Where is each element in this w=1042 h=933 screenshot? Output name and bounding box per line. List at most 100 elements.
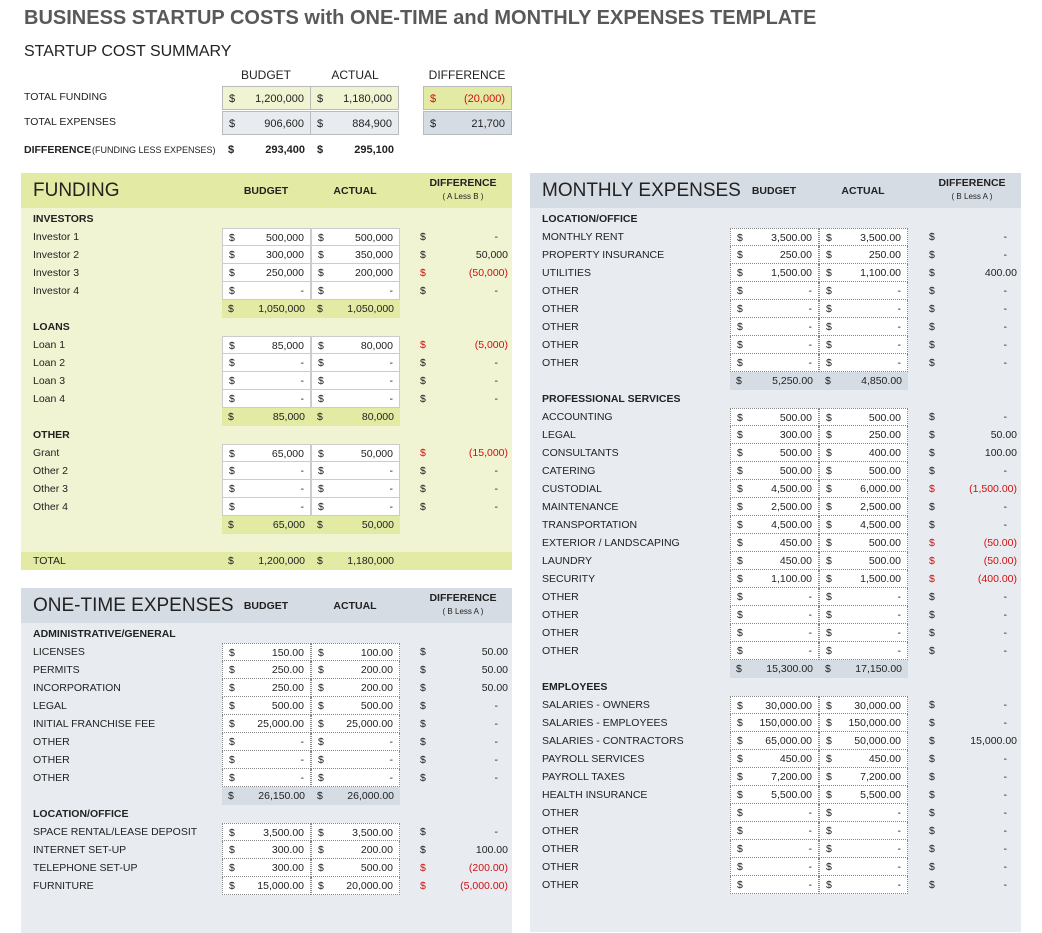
- actual-cell[interactable]: $1,100.00: [819, 264, 908, 282]
- budget-cell[interactable]: $7,200.00: [730, 768, 819, 786]
- budget-cell[interactable]: $250,000: [222, 264, 311, 282]
- budget-cell[interactable]: $250.00: [222, 679, 311, 697]
- budget-cell[interactable]: $300.00: [222, 841, 311, 859]
- actual-cell[interactable]: $ -: [819, 804, 908, 822]
- actual-cell[interactable]: $ -: [819, 282, 908, 300]
- budget-cell[interactable]: $250.00: [730, 246, 819, 264]
- summary-budget-cell[interactable]: $1,200,000: [222, 86, 311, 110]
- budget-cell[interactable]: $ -: [730, 336, 819, 354]
- actual-cell[interactable]: $500.00: [819, 552, 908, 570]
- budget-cell[interactable]: $ -: [222, 733, 311, 751]
- actual-cell[interactable]: $500.00: [819, 534, 908, 552]
- actual-cell[interactable]: $450.00: [819, 750, 908, 768]
- actual-cell[interactable]: $200.00: [311, 661, 400, 679]
- budget-cell[interactable]: $1,500.00: [730, 264, 819, 282]
- actual-cell[interactable]: $500.00: [819, 462, 908, 480]
- actual-cell[interactable]: $ -: [311, 390, 400, 408]
- budget-cell[interactable]: $ -: [730, 354, 819, 372]
- budget-cell[interactable]: $15,000.00: [222, 877, 311, 895]
- budget-cell[interactable]: $ -: [730, 858, 819, 876]
- actual-cell[interactable]: $ -: [819, 624, 908, 642]
- budget-cell[interactable]: $500.00: [730, 408, 819, 426]
- budget-cell[interactable]: $500.00: [730, 444, 819, 462]
- actual-cell[interactable]: $3,500.00: [819, 228, 908, 246]
- budget-cell[interactable]: $500.00: [222, 697, 311, 715]
- actual-cell[interactable]: $350,000: [311, 246, 400, 264]
- budget-cell[interactable]: $ -: [730, 282, 819, 300]
- actual-cell[interactable]: $250.00: [819, 426, 908, 444]
- budget-cell[interactable]: $65,000.00: [730, 732, 819, 750]
- summary-budget-cell[interactable]: $906,600: [222, 111, 311, 135]
- budget-cell[interactable]: $ -: [730, 876, 819, 894]
- actual-cell[interactable]: $100.00: [311, 643, 400, 661]
- actual-cell[interactable]: $ -: [819, 858, 908, 876]
- summary-actual-cell[interactable]: $884,900: [310, 111, 399, 135]
- actual-cell[interactable]: $200,000: [311, 264, 400, 282]
- actual-cell[interactable]: $ -: [311, 282, 400, 300]
- actual-cell[interactable]: $80,000: [311, 336, 400, 354]
- actual-cell[interactable]: $ -: [311, 372, 400, 390]
- budget-cell[interactable]: $ -: [222, 769, 311, 787]
- budget-cell[interactable]: $450.00: [730, 750, 819, 768]
- budget-cell[interactable]: $ -: [222, 282, 311, 300]
- actual-cell[interactable]: $ -: [819, 318, 908, 336]
- actual-cell[interactable]: $6,000.00: [819, 480, 908, 498]
- budget-cell[interactable]: $ -: [730, 300, 819, 318]
- actual-cell[interactable]: $150,000.00: [819, 714, 908, 732]
- budget-cell[interactable]: $ -: [730, 822, 819, 840]
- budget-cell[interactable]: $ -: [222, 372, 311, 390]
- actual-cell[interactable]: $ -: [819, 336, 908, 354]
- actual-cell[interactable]: $1,500.00: [819, 570, 908, 588]
- actual-cell[interactable]: $3,500.00: [311, 823, 400, 841]
- actual-cell[interactable]: $ -: [311, 733, 400, 751]
- actual-cell[interactable]: $500.00: [819, 408, 908, 426]
- budget-cell[interactable]: $300.00: [730, 426, 819, 444]
- actual-cell[interactable]: $5,500.00: [819, 786, 908, 804]
- actual-cell[interactable]: $200.00: [311, 679, 400, 697]
- actual-cell[interactable]: $ -: [311, 769, 400, 787]
- actual-cell[interactable]: $ -: [819, 354, 908, 372]
- actual-cell[interactable]: $ -: [311, 751, 400, 769]
- actual-cell[interactable]: $250.00: [819, 246, 908, 264]
- actual-cell[interactable]: $500.00: [311, 859, 400, 877]
- actual-cell[interactable]: $500,000: [311, 228, 400, 246]
- actual-cell[interactable]: $ -: [311, 480, 400, 498]
- budget-cell[interactable]: $3,500.00: [222, 823, 311, 841]
- budget-cell[interactable]: $3,500.00: [730, 228, 819, 246]
- budget-cell[interactable]: $ -: [222, 480, 311, 498]
- actual-cell[interactable]: $50,000: [311, 444, 400, 462]
- actual-cell[interactable]: $ -: [311, 354, 400, 372]
- actual-cell[interactable]: $50,000.00: [819, 732, 908, 750]
- budget-cell[interactable]: $4,500.00: [730, 516, 819, 534]
- budget-cell[interactable]: $65,000: [222, 444, 311, 462]
- actual-cell[interactable]: $ -: [819, 642, 908, 660]
- actual-cell[interactable]: $ -: [819, 822, 908, 840]
- actual-cell[interactable]: $30,000.00: [819, 696, 908, 714]
- budget-cell[interactable]: $150.00: [222, 643, 311, 661]
- summary-actual-cell[interactable]: $1,180,000: [310, 86, 399, 110]
- budget-cell[interactable]: $300,000: [222, 246, 311, 264]
- budget-cell[interactable]: $ -: [730, 588, 819, 606]
- budget-cell[interactable]: $450.00: [730, 534, 819, 552]
- budget-cell[interactable]: $ -: [730, 606, 819, 624]
- budget-cell[interactable]: $85,000: [222, 336, 311, 354]
- budget-cell[interactable]: $300.00: [222, 859, 311, 877]
- actual-cell[interactable]: $ -: [819, 840, 908, 858]
- budget-cell[interactable]: $25,000.00: [222, 715, 311, 733]
- budget-cell[interactable]: $500,000: [222, 228, 311, 246]
- budget-cell[interactable]: $ -: [730, 642, 819, 660]
- budget-cell[interactable]: $ -: [222, 354, 311, 372]
- budget-cell[interactable]: $250.00: [222, 661, 311, 679]
- actual-cell[interactable]: $20,000.00: [311, 877, 400, 895]
- actual-cell[interactable]: $4,500.00: [819, 516, 908, 534]
- budget-cell[interactable]: $4,500.00: [730, 480, 819, 498]
- actual-cell[interactable]: $ -: [819, 606, 908, 624]
- actual-cell[interactable]: $ -: [819, 300, 908, 318]
- budget-cell[interactable]: $ -: [730, 318, 819, 336]
- actual-cell[interactable]: $2,500.00: [819, 498, 908, 516]
- actual-cell[interactable]: $500.00: [311, 697, 400, 715]
- budget-cell[interactable]: $ -: [222, 498, 311, 516]
- budget-cell[interactable]: $450.00: [730, 552, 819, 570]
- budget-cell[interactable]: $ -: [222, 751, 311, 769]
- budget-cell[interactable]: $150,000.00: [730, 714, 819, 732]
